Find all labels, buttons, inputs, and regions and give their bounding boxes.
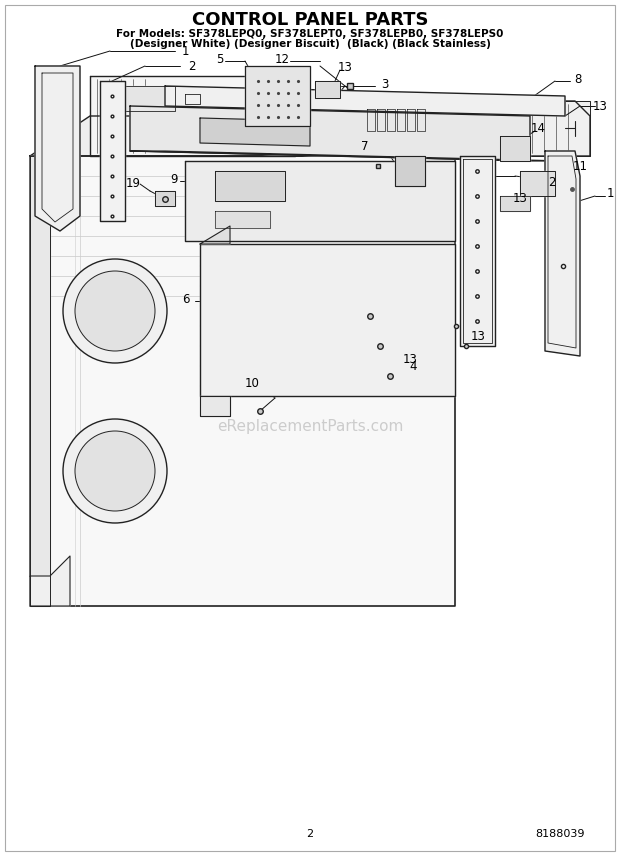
Polygon shape — [460, 156, 495, 346]
Text: 12: 12 — [275, 52, 290, 66]
Polygon shape — [215, 211, 270, 228]
Polygon shape — [407, 109, 415, 131]
Polygon shape — [30, 116, 520, 156]
Polygon shape — [165, 86, 565, 116]
Polygon shape — [30, 156, 455, 606]
Text: 9: 9 — [170, 173, 178, 186]
Polygon shape — [315, 81, 340, 98]
Circle shape — [75, 271, 155, 351]
Text: 5: 5 — [216, 52, 224, 66]
Text: 19: 19 — [125, 176, 141, 189]
Polygon shape — [397, 109, 405, 131]
Text: For Models: SF378LEPQ0, SF378LEPT0, SF378LEPB0, SF378LEPS0: For Models: SF378LEPQ0, SF378LEPT0, SF37… — [117, 29, 503, 39]
Polygon shape — [90, 76, 295, 156]
Text: 1: 1 — [181, 45, 188, 57]
Polygon shape — [360, 107, 440, 148]
Polygon shape — [377, 109, 385, 131]
Text: (Designer White) (Designer Biscuit)  (Black) (Black Stainless): (Designer White) (Designer Biscuit) (Bla… — [130, 39, 490, 49]
Polygon shape — [130, 106, 530, 161]
Polygon shape — [500, 136, 530, 161]
Polygon shape — [367, 109, 375, 131]
Polygon shape — [280, 101, 590, 156]
Polygon shape — [500, 196, 530, 211]
Polygon shape — [520, 171, 555, 196]
Polygon shape — [387, 109, 395, 131]
Text: 13: 13 — [337, 61, 352, 74]
Text: 14: 14 — [531, 122, 546, 134]
Polygon shape — [120, 86, 175, 111]
Text: 13: 13 — [402, 353, 417, 366]
Text: 13: 13 — [593, 99, 608, 112]
Text: 11: 11 — [572, 159, 588, 173]
Text: CONTROL PANEL PARTS: CONTROL PANEL PARTS — [192, 11, 428, 29]
Polygon shape — [200, 118, 310, 146]
Polygon shape — [200, 226, 230, 244]
Polygon shape — [130, 151, 565, 161]
Polygon shape — [245, 66, 310, 126]
Polygon shape — [155, 191, 175, 206]
Text: 1: 1 — [606, 187, 614, 199]
Polygon shape — [545, 151, 580, 356]
Text: 7: 7 — [361, 140, 369, 152]
Circle shape — [75, 431, 155, 511]
Polygon shape — [185, 94, 200, 104]
Text: 2: 2 — [548, 175, 556, 188]
Text: 8: 8 — [574, 73, 582, 86]
Polygon shape — [455, 101, 590, 156]
Polygon shape — [35, 66, 80, 231]
Polygon shape — [30, 556, 70, 606]
Text: eReplacementParts.com: eReplacementParts.com — [217, 419, 403, 433]
Text: 4: 4 — [409, 360, 417, 372]
Text: 13: 13 — [513, 192, 528, 205]
Text: 8188039: 8188039 — [535, 829, 585, 839]
Polygon shape — [215, 171, 285, 201]
Text: 2: 2 — [188, 60, 196, 73]
Polygon shape — [185, 161, 455, 241]
Polygon shape — [200, 396, 230, 416]
Polygon shape — [417, 109, 425, 131]
Text: 2: 2 — [306, 829, 314, 839]
Polygon shape — [30, 156, 50, 606]
Text: 6: 6 — [182, 293, 190, 306]
Polygon shape — [100, 81, 125, 221]
Circle shape — [63, 419, 167, 523]
Text: 3: 3 — [381, 78, 389, 91]
Polygon shape — [200, 244, 455, 396]
Text: 10: 10 — [244, 377, 259, 389]
Circle shape — [63, 259, 167, 363]
Polygon shape — [395, 156, 425, 186]
Text: 13: 13 — [471, 330, 485, 342]
